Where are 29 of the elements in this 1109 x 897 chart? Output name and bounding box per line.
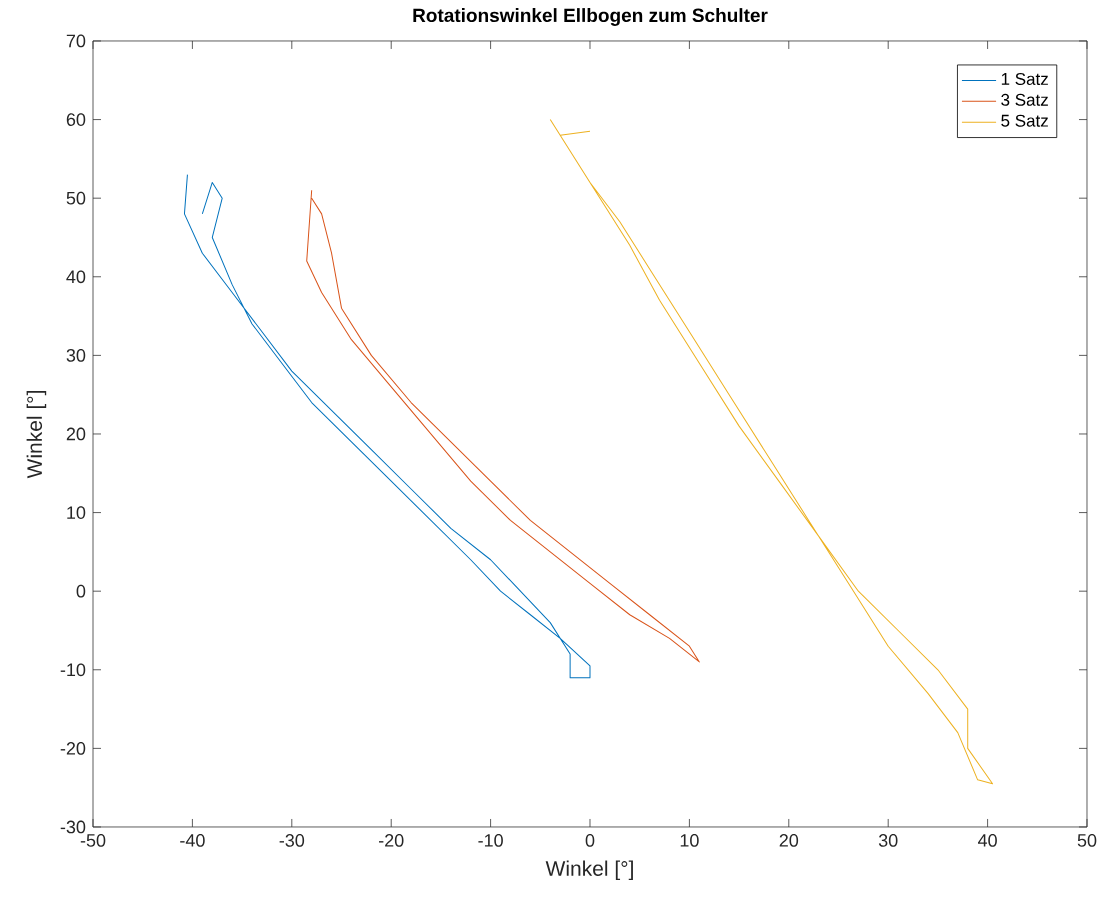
y-tick-label: -20	[60, 742, 86, 755]
y-tick-label: 30	[66, 348, 86, 362]
legend-label: 5 Satz	[1001, 114, 1048, 127]
line-series	[549, 119, 994, 785]
x-axis-title: Winkel [°]	[545, 860, 633, 881]
y-tick-label: 10	[67, 506, 86, 519]
y-tick-label: 60	[66, 113, 86, 126]
y-tick-label: 50	[66, 191, 86, 205]
x-tick-label: -10	[478, 834, 503, 847]
y-axis-title: Winkel [°]	[26, 391, 47, 479]
legend-label: 3 Satz	[1001, 93, 1048, 106]
x-tick-label: 20	[779, 834, 799, 847]
y-tick-label: 40	[66, 270, 86, 284]
legend-label: 1 Satz	[1001, 72, 1048, 85]
y-tick-label: -30	[60, 820, 86, 834]
x-tick-label: 30	[878, 834, 898, 847]
x-tick-label: -40	[180, 834, 205, 847]
x-tick-label: -50	[80, 834, 106, 847]
y-tick-label: 0	[76, 584, 86, 598]
x-tick-label: 40	[978, 834, 997, 847]
y-tick-label: 20	[66, 427, 86, 441]
x-tick-label: -30	[279, 834, 305, 847]
chart-title: Rotationswinkel Ellbogen zum Schulter	[413, 8, 768, 26]
x-tick-label: 50	[1077, 834, 1097, 847]
x-tick-label: 10	[680, 834, 699, 847]
x-tick-label: -20	[379, 834, 404, 847]
y-tick-label: 70	[66, 34, 86, 48]
x-tick-label: 0	[585, 834, 595, 847]
y-tick-label: -10	[60, 663, 86, 677]
